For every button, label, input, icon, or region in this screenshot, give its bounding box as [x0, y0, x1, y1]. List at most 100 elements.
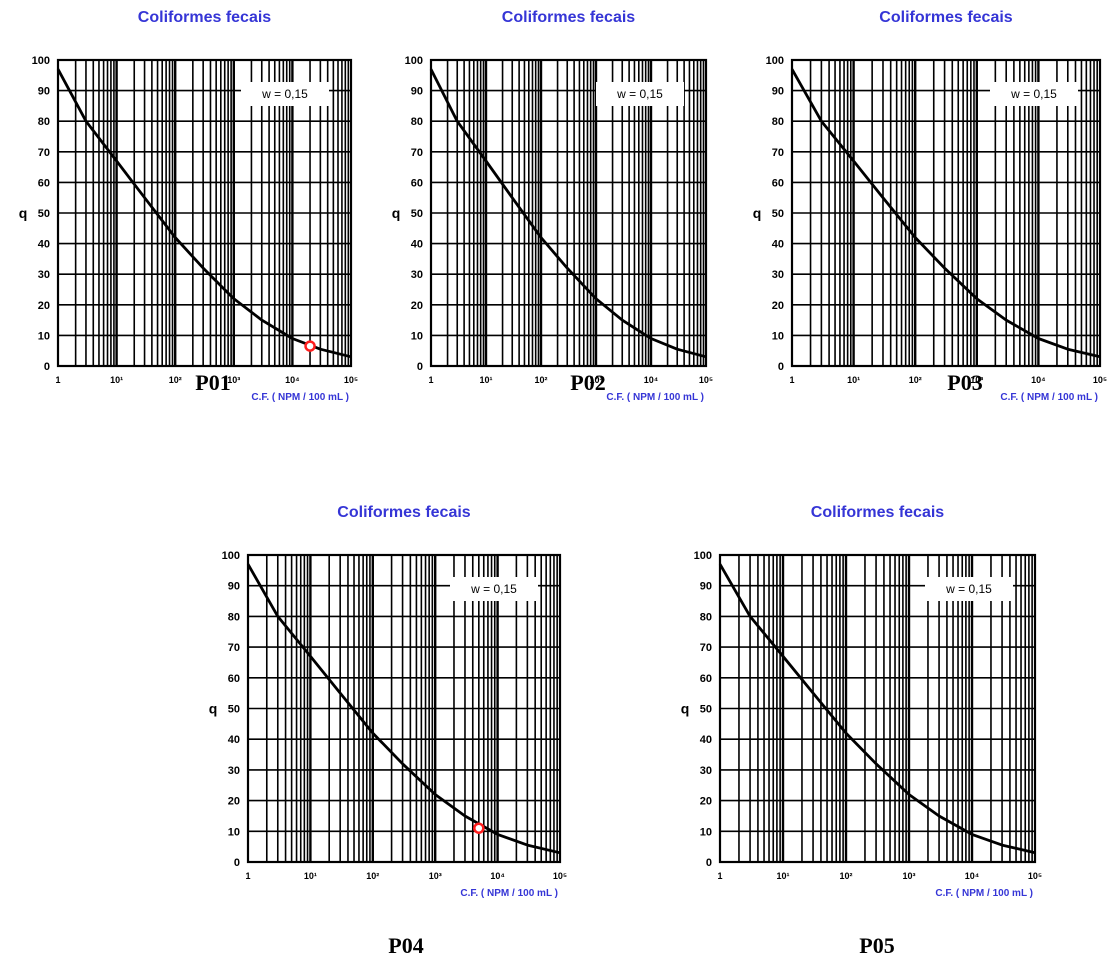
y-tick-label: 30 [700, 765, 712, 777]
x-tick-label: 1 [428, 375, 433, 385]
y-tick-label: 90 [411, 86, 423, 98]
plot-frame [790, 58, 1102, 368]
y-tick-label: 80 [228, 611, 240, 623]
y-tick-label: 0 [417, 361, 423, 373]
y-axis-label: q [209, 701, 218, 717]
plot-frame [246, 553, 562, 864]
x-tick-label: 10⁵ [553, 871, 567, 881]
y-tick-label: 20 [700, 796, 712, 808]
series-line-q-curve [790, 68, 1101, 359]
y-tick-label: 0 [234, 857, 240, 869]
y-axis-label: q [681, 701, 690, 717]
x-tick-label: 10⁴ [490, 871, 504, 881]
y-tick-label: 100 [32, 55, 50, 67]
x-tick-label: 1 [789, 375, 794, 385]
data-point-marker [473, 822, 485, 834]
x-tick-label: 10³ [227, 375, 240, 385]
y-tick-label: 50 [38, 208, 50, 220]
y-tick-label: 10 [228, 826, 240, 838]
x-tick-label: 10⁴ [285, 375, 299, 385]
y-tick-label: 70 [411, 147, 423, 159]
y-tick-label: 30 [228, 765, 240, 777]
chart-title: Coliformes fecais [811, 504, 944, 521]
y-tick-label: 40 [772, 239, 784, 251]
y-tick-label: 40 [700, 734, 712, 746]
x-tick-label: 10¹ [776, 871, 789, 881]
x-tick-label: 10³ [970, 375, 983, 385]
x-axis-label: C.F. ( NPM / 100 mL ) [460, 888, 558, 899]
y-tick-label: 100 [405, 55, 423, 67]
y-tick-label: 100 [766, 55, 784, 67]
panel-caption: P02 [570, 370, 605, 395]
y-tick-label: 100 [694, 550, 712, 562]
x-tick-label: 10⁵ [699, 375, 713, 385]
y-tick-label: 30 [772, 269, 784, 281]
chart-panel-p01: w = 0,15 Coliformes fecais q 0 10 20 30 40 50 60 7… [19, 9, 358, 403]
x-tick-label: 10³ [429, 871, 442, 881]
x-tick-label: 10² [169, 375, 182, 385]
y-tick-label: 50 [700, 704, 712, 716]
x-tick-label: 10⁴ [644, 375, 658, 385]
weight-label: w = 0,15 [616, 87, 663, 101]
y-tick-label: 80 [700, 611, 712, 623]
plot-frame [56, 58, 353, 368]
panel-caption: P03 [947, 370, 982, 395]
x-tick-label: 10¹ [479, 375, 492, 385]
plot-frame [718, 553, 1037, 864]
x-tick-label: 1 [55, 375, 60, 385]
y-tick-label: 40 [228, 734, 240, 746]
x-tick-label: 10⁵ [344, 375, 358, 385]
y-tick-label: 80 [772, 116, 784, 128]
y-tick-label: 70 [38, 147, 50, 159]
series-line-q-curve [246, 563, 561, 855]
x-axis-label: C.F. ( NPM / 100 mL ) [606, 392, 704, 403]
y-tick-label: 50 [411, 208, 423, 220]
y-tick-label: 20 [38, 300, 50, 312]
y-tick-label: 10 [772, 330, 784, 342]
x-tick-label: 1 [245, 871, 250, 881]
y-tick-label: 30 [411, 269, 423, 281]
y-tick-label: 100 [222, 550, 240, 562]
y-tick-label: 50 [228, 704, 240, 716]
x-axis-label: C.F. ( NPM / 100 mL ) [251, 392, 349, 403]
panel-caption: P01 [195, 370, 230, 395]
y-axis-label: q [753, 205, 762, 221]
chart-panel-p05: w = 0,15 Coliformes fecais q 0 10 20 30 40 50 60 7… [681, 504, 1042, 899]
x-tick-label: 10³ [589, 375, 602, 385]
weight-label-box [925, 577, 1013, 601]
x-tick-label: 10⁴ [965, 871, 979, 881]
x-tick-label: 1 [717, 871, 722, 881]
weight-label-box [990, 82, 1078, 106]
y-tick-label: 10 [38, 330, 50, 342]
chart-title: Coliformes fecais [879, 9, 1012, 26]
y-tick-label: 80 [38, 116, 50, 128]
y-tick-label: 50 [772, 208, 784, 220]
y-tick-label: 40 [38, 239, 50, 251]
x-tick-label: 10² [839, 871, 852, 881]
y-tick-label: 90 [38, 86, 50, 98]
panel-caption: P05 [859, 933, 894, 958]
x-tick-label: 10² [909, 375, 922, 385]
series-line-q-curve [56, 68, 352, 359]
weight-label: w = 0,15 [470, 582, 517, 596]
chart-title: Coliformes fecais [138, 9, 271, 26]
y-tick-label: 0 [706, 857, 712, 869]
x-tick-label: 10¹ [847, 375, 860, 385]
chart-title: Coliformes fecais [502, 9, 635, 26]
y-tick-label: 60 [700, 673, 712, 685]
panel-caption: P04 [388, 933, 423, 958]
y-tick-label: 40 [411, 239, 423, 251]
y-tick-label: 90 [772, 86, 784, 98]
x-tick-label: 10⁵ [1093, 375, 1107, 385]
weight-label: w = 0,15 [1010, 87, 1057, 101]
x-tick-label: 10⁵ [1028, 871, 1042, 881]
y-tick-label: 70 [772, 147, 784, 159]
y-tick-label: 20 [772, 300, 784, 312]
x-tick-label: 10³ [902, 871, 915, 881]
y-tick-label: 90 [228, 581, 240, 593]
data-point-marker [304, 340, 316, 352]
x-axis-label: C.F. ( NPM / 100 mL ) [935, 888, 1033, 899]
y-tick-label: 60 [228, 673, 240, 685]
series-line-q-curve [718, 563, 1036, 855]
